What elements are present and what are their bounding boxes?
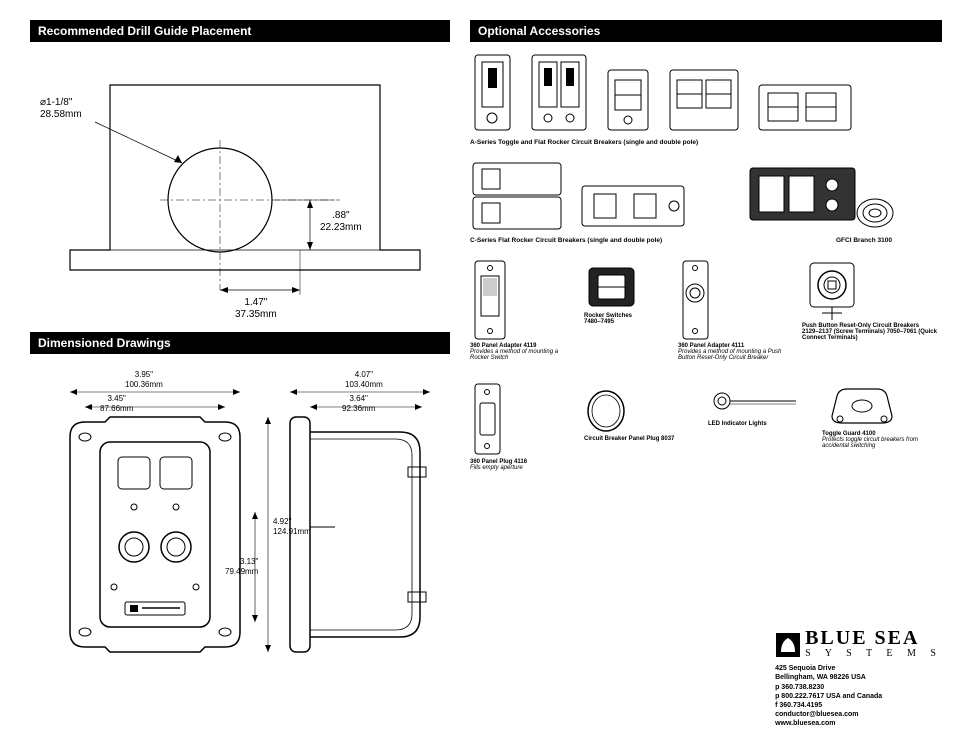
r3b-sub: 7480–7495 [584, 319, 664, 325]
side-inner: 3.64" 92.36mm [342, 394, 375, 413]
row2-caption2: GFCI Branch 3100 [836, 237, 892, 244]
side-outer: 4.07" 103.40mm [345, 370, 383, 389]
drill-guide-header: Recommended Drill Guide Placement [30, 20, 450, 42]
r3d-sub: 2129–2137 (Screw Terminals) 7050–7061 (Q… [802, 329, 942, 341]
accessories-grid: A-Series Toggle and Flat Rocker Circuit … [470, 50, 942, 629]
front-outer-w: 3.95" 100.36mm [125, 370, 163, 389]
r3a-sub: Provides a method of mounting a Rocker S… [470, 349, 570, 361]
r4a-sub: Fills empty aperture [470, 465, 570, 471]
dim-diameter: ⌀1-1/8" 28.58mm [40, 97, 82, 121]
logo-icon [775, 632, 801, 658]
email: conductor@bluesea.com [775, 710, 942, 719]
addr2: Bellingham, WA 98226 USA [775, 673, 942, 682]
logo: BLUE SEA S Y S T E M S [775, 629, 942, 660]
logo-sub: S Y S T E M S [805, 647, 942, 660]
dim-offset: 1.47" 37.35mm [235, 297, 277, 321]
tollfree: p 800.222.7617 USA and Canada [775, 692, 942, 701]
row1-caption: A-Series Toggle and Flat Rocker Circuit … [470, 139, 942, 146]
dimensioned-drawings: 3.95" 100.36mm 3.45" 87.66mm 4.07" 103.4… [30, 362, 450, 712]
r3c-sub: Provides a method of mounting a Push But… [678, 349, 788, 361]
dim-height: .88" 22.23mm [320, 210, 362, 234]
row2-caption1: C-Series Flat Rocker Circuit Breakers (s… [470, 237, 662, 244]
logo-main: BLUE SEA [805, 629, 942, 647]
footer: BLUE SEA S Y S T E M S 425 Sequoia Drive… [775, 629, 942, 728]
dimensioned-header: Dimensioned Drawings [30, 332, 450, 354]
addr1: 425 Sequoia Drive [775, 664, 942, 673]
drill-guide-diagram: ⌀1-1/8" 28.58mm .88" 22.23mm 1.47" 37.35… [30, 50, 450, 320]
accessories-header: Optional Accessories [470, 20, 942, 42]
front-inner-w: 3.45" 87.66mm [100, 394, 133, 413]
h2: 3.13" 79.49mm [225, 557, 258, 576]
r4c-title: LED Indicator Lights [708, 421, 808, 427]
web: www.bluesea.com [775, 719, 942, 728]
r4b-title: Circuit Breaker Panel Plug 8037 [584, 436, 694, 442]
fax: f 360.734.4195 [775, 701, 942, 710]
r4d-sub: Protects toggle circuit breakers from ac… [822, 437, 942, 449]
phone: p 360.738.8230 [775, 683, 942, 692]
h1: 4.92" 124.91mm [273, 517, 311, 536]
